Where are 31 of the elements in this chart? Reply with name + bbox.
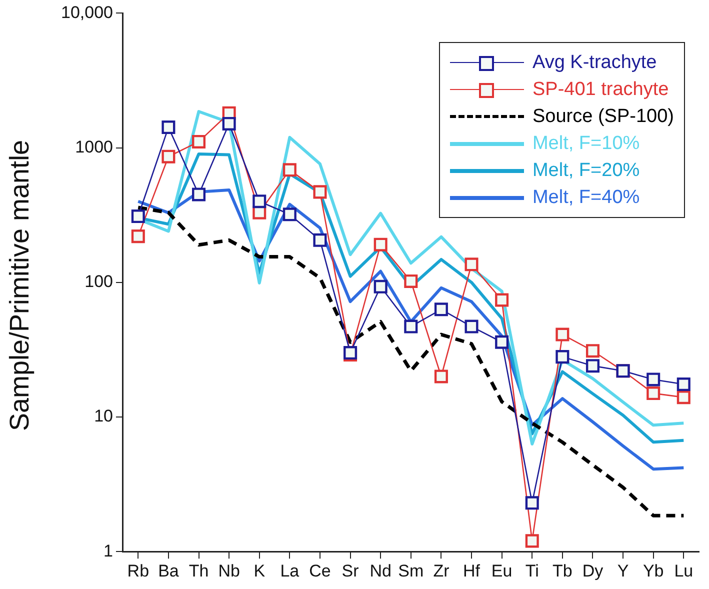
y-tick-label: 100 [84,272,113,292]
y-axis-title: Sample/Primitive mantle [4,138,36,434]
y-tick-label: 10 [94,406,113,426]
x-tick-label: Tb [552,561,572,580]
legend-label: SP-401 trachyte [532,78,669,100]
x-tick-label: Eu [491,561,512,580]
x-tick-label: Ti [525,561,539,580]
y-tick-label: 1000 [75,137,113,156]
x-tick-label: Sr [342,561,360,580]
x-tick-label: Hf [463,561,480,580]
x-tick-label: Sm [398,561,424,580]
x-tick-label: Th [188,561,209,580]
x-tick-label: K [254,561,266,580]
legend-label: Melt, F=10% [532,132,640,154]
legend-label: Melt, F=20% [532,160,640,182]
x-tick-label: Ba [158,561,180,580]
legend-label: Melt, F=40% [532,186,640,208]
x-tick-label: Rb [127,561,150,580]
legend-label: Source (SP-100) [532,106,674,128]
x-tick-label: Nb [218,561,240,580]
y-tick-label: 10,000 [60,2,113,22]
x-tick-label: Lu [674,561,694,580]
x-tick-label: Zr [433,561,450,580]
x-tick-label: Yb [642,561,664,580]
x-tick-label: Ce [309,561,331,580]
x-tick-label: Y [617,561,629,580]
x-tick-label: La [280,561,300,580]
x-tick-label: Nd [370,561,392,580]
x-tick-label: Dy [582,561,604,580]
legend-label: Avg K-trachyte [532,52,657,74]
y-tick-label: 1 [104,541,113,560]
